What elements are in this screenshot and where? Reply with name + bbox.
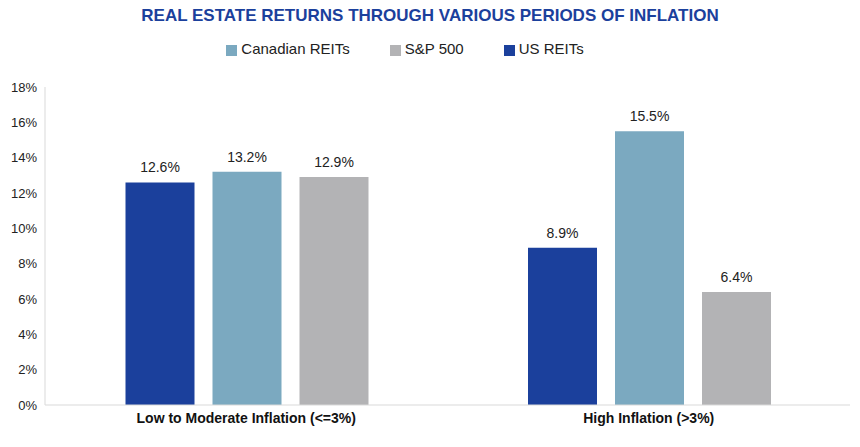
svg-text:12.6%: 12.6% [140,159,180,175]
svg-text:18%: 18% [11,80,37,95]
html-text:US REITs: US REITs [518,40,584,57]
svg-text:2%: 2% [18,362,37,377]
svg-text:Low to Moderate Inflation (<=3: Low to Moderate Inflation (<=3%) [137,410,356,426]
svg-text:14%: 14% [11,150,37,165]
svg-text:16%: 16% [11,115,37,130]
svg-text:12%: 12% [11,186,37,201]
html-text:Canadian REITs: Canadian REITs [241,40,350,57]
html-text:REAL ESTATE RETURNS THROUGH VA: REAL ESTATE RETURNS THROUGH VARIOUS PERI… [141,6,719,25]
html-text:S&P 500: S&P 500 [404,40,464,57]
svg-text:6%: 6% [18,292,37,307]
svg-text:4%: 4% [18,327,37,342]
svg-text:High Inflation (>3%): High Inflation (>3%) [583,410,714,426]
svg-text:13.2%: 13.2% [227,149,267,165]
svg-text:15.5%: 15.5% [630,108,670,124]
svg-text:10%: 10% [11,221,37,236]
svg-text:0%: 0% [18,398,37,413]
svg-text:12.9%: 12.9% [314,154,354,170]
svg-text:6.4%: 6.4% [721,269,753,285]
svg-text:8.9%: 8.9% [547,225,579,241]
svg-text:8%: 8% [18,256,37,271]
